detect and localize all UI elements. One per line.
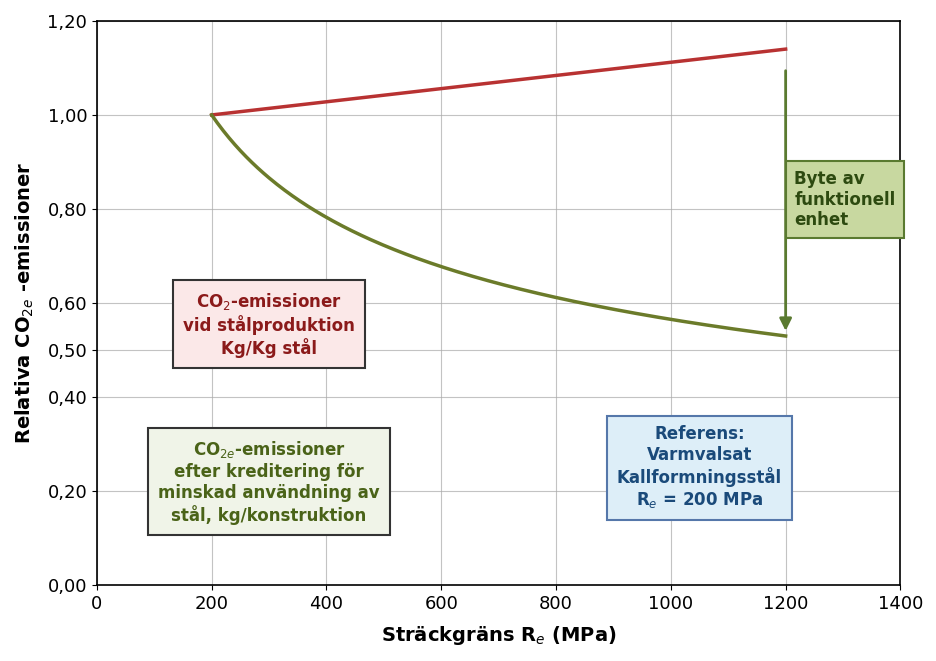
Text: CO$_2$-emissioner
vid stålproduktion
Kg/Kg stål: CO$_2$-emissioner vid stålproduktion Kg/… bbox=[183, 291, 355, 358]
Text: CO$_{2e}$-emissioner
efter kreditering för
minskad användning av
stål, kg/konstr: CO$_{2e}$-emissioner efter kreditering f… bbox=[158, 439, 379, 525]
Y-axis label: Relativa CO$_{2e}$ -emissioner: Relativa CO$_{2e}$ -emissioner bbox=[14, 162, 37, 444]
Text: Referens:
Varmvalsat
Kallformningsstål
R$_e$ = 200 MPa: Referens: Varmvalsat Kallformningsstål R… bbox=[616, 425, 782, 510]
X-axis label: Sträckgräns R$_e$ (MPa): Sträckgräns R$_e$ (MPa) bbox=[380, 624, 616, 647]
Text: Byte av
funktionell
enhet: Byte av funktionell enhet bbox=[794, 170, 895, 229]
